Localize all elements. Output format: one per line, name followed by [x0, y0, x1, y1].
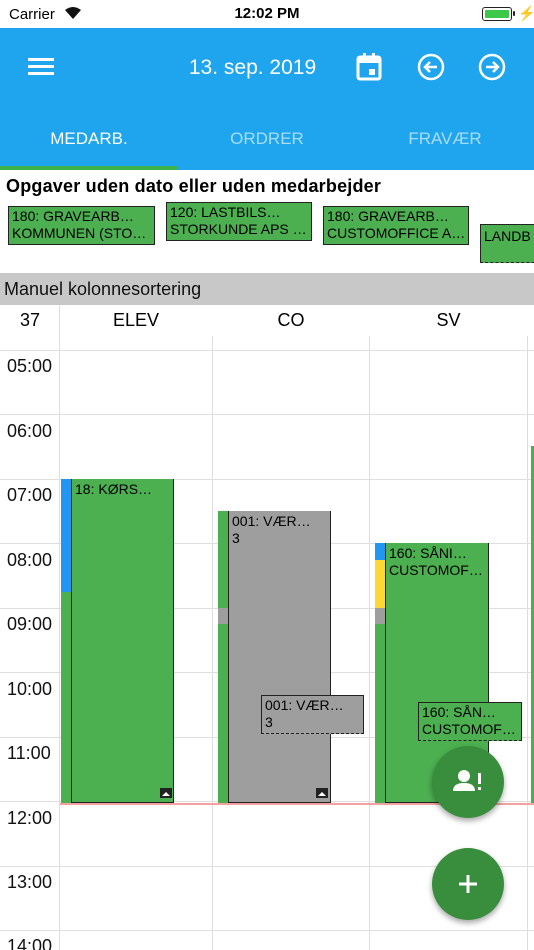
tab-fravaer[interactable]: FRAVÆR [408, 129, 482, 148]
hour-label: 07:00 [7, 485, 53, 505]
charging-icon: ⚡ [518, 5, 534, 21]
hour-label: 09:00 [7, 614, 53, 634]
column-divider [527, 336, 528, 950]
manual-column-sorting-bar[interactable]: Manuel kolonnesortering [0, 273, 534, 305]
hour-label: 12:00 [7, 808, 53, 828]
hour-gridline [0, 479, 534, 480]
column-divider [59, 305, 60, 336]
status-bar: Carrier 12:02 PM ⚡ [0, 0, 534, 28]
current-time-line [60, 803, 534, 805]
status-stripe [61, 479, 71, 592]
image-icon [160, 788, 172, 798]
current-date: 13. sep. 2019 [188, 56, 317, 79]
undated-task-chip[interactable]: LANDB [480, 224, 534, 263]
undated-tasks-panel: Opgaver uden dato eller uden medarbejder… [0, 170, 534, 273]
appointment-body: 160: SÅNI… CUSTOMOF… [385, 543, 489, 803]
column-header-sv[interactable]: SV [436, 310, 461, 330]
week-number: 37 [19, 310, 41, 330]
active-tab-indicator [0, 166, 178, 170]
wifi-icon [64, 6, 82, 25]
tab-medarb[interactable]: MEDARB. [50, 129, 128, 148]
next-day-icon[interactable] [477, 52, 507, 82]
appointment-subtitle: CUSTOMOF… [389, 562, 483, 578]
appointment-co[interactable]: 001: VÆR… 3 [218, 511, 331, 803]
column-divider [369, 336, 370, 950]
appointment-title: 18: KØRS… [75, 481, 153, 497]
hour-label: 10:00 [7, 679, 53, 699]
person-alert-icon [453, 770, 481, 791]
hour-label: 14:00 [7, 936, 53, 950]
appointment-body: 18: KØRS… [71, 479, 174, 803]
plus-icon [459, 875, 477, 893]
appointment-title: 001: VÆR… [265, 697, 344, 713]
day-calendar-grid[interactable]: 05:00 06:00 07:00 08:00 09:00 10:00 11:0… [0, 336, 534, 950]
column-header-elev[interactable]: ELEV [112, 310, 160, 330]
chip-line: 180: GRAVEARB… [327, 208, 449, 224]
chip-line: 180: GRAVEARB… [12, 208, 134, 224]
hour-gridline [0, 414, 534, 415]
appointment-subtitle: CUSTOMOF… [422, 721, 516, 737]
column-divider [59, 336, 60, 950]
assign-employee-button[interactable] [432, 746, 504, 818]
calendar-icon[interactable] [354, 52, 384, 82]
hour-label: 08:00 [7, 550, 53, 570]
hour-gridline [0, 350, 534, 351]
chip-line: CUSTOMOFFICE A… [327, 225, 466, 241]
appointment-subtitle: 3 [265, 714, 273, 730]
undated-task-chip[interactable]: 120: LASTBILS… STORKUNDE APS … [166, 202, 312, 241]
appointment-title: 160: SÅNI… [389, 545, 467, 561]
chip-line: KOMMUNEN (STO… [12, 225, 147, 241]
hour-gridline [0, 930, 534, 931]
status-stripe [375, 543, 385, 560]
appointment-preview-co[interactable]: 001: VÆR… 3 [261, 695, 364, 734]
menu-icon[interactable] [28, 58, 54, 76]
hour-label: 05:00 [7, 356, 53, 376]
battery-icon [482, 7, 515, 21]
appointment-body: 001: VÆR… 3 [228, 511, 331, 803]
status-time: 12:02 PM [234, 5, 300, 22]
hour-label: 11:00 [7, 743, 51, 763]
status-stripe [218, 511, 228, 803]
chip-line: STORKUNDE APS … [170, 221, 307, 237]
column-divider [212, 336, 213, 950]
add-task-button[interactable] [432, 848, 504, 920]
hour-gridline [0, 866, 534, 867]
undated-task-chip[interactable]: 180: GRAVEARB… CUSTOMOFFICE A… [323, 206, 469, 245]
appointment-title: 160: SÅN… [422, 704, 496, 720]
hour-label: 06:00 [7, 421, 53, 441]
carrier-label: Carrier [9, 6, 55, 23]
undated-tasks-title: Opgaver uden dato eller uden medarbejder [6, 176, 382, 196]
chip-line: 120: LASTBILS… [170, 204, 281, 220]
tab-ordrer[interactable]: ORDRER [230, 129, 304, 148]
hour-label: 13:00 [7, 872, 53, 892]
appointment-next-column[interactable] [531, 446, 534, 803]
appointment-title: 001: VÆR… [232, 513, 311, 529]
previous-day-icon[interactable] [416, 52, 446, 82]
undated-task-chip[interactable]: 180: GRAVEARB… KOMMUNEN (STO… [8, 206, 155, 245]
appointment-preview-sv[interactable]: 160: SÅN… CUSTOMOF… [418, 702, 522, 741]
status-stripe [218, 608, 228, 624]
image-icon [316, 788, 328, 798]
column-header-row: 37 ELEV CO SV [0, 305, 534, 336]
column-header-co[interactable]: CO [277, 310, 305, 330]
status-stripe [375, 608, 385, 624]
appointment-subtitle: 3 [232, 530, 240, 546]
appointment-elev[interactable]: 18: KØRS… [61, 479, 174, 803]
app-header: 13. sep. 2019 [0, 28, 534, 108]
tab-bar: MEDARB. ORDRER FRAVÆR [0, 108, 534, 170]
status-stripe [375, 560, 385, 608]
chip-line: LANDB [484, 228, 531, 244]
